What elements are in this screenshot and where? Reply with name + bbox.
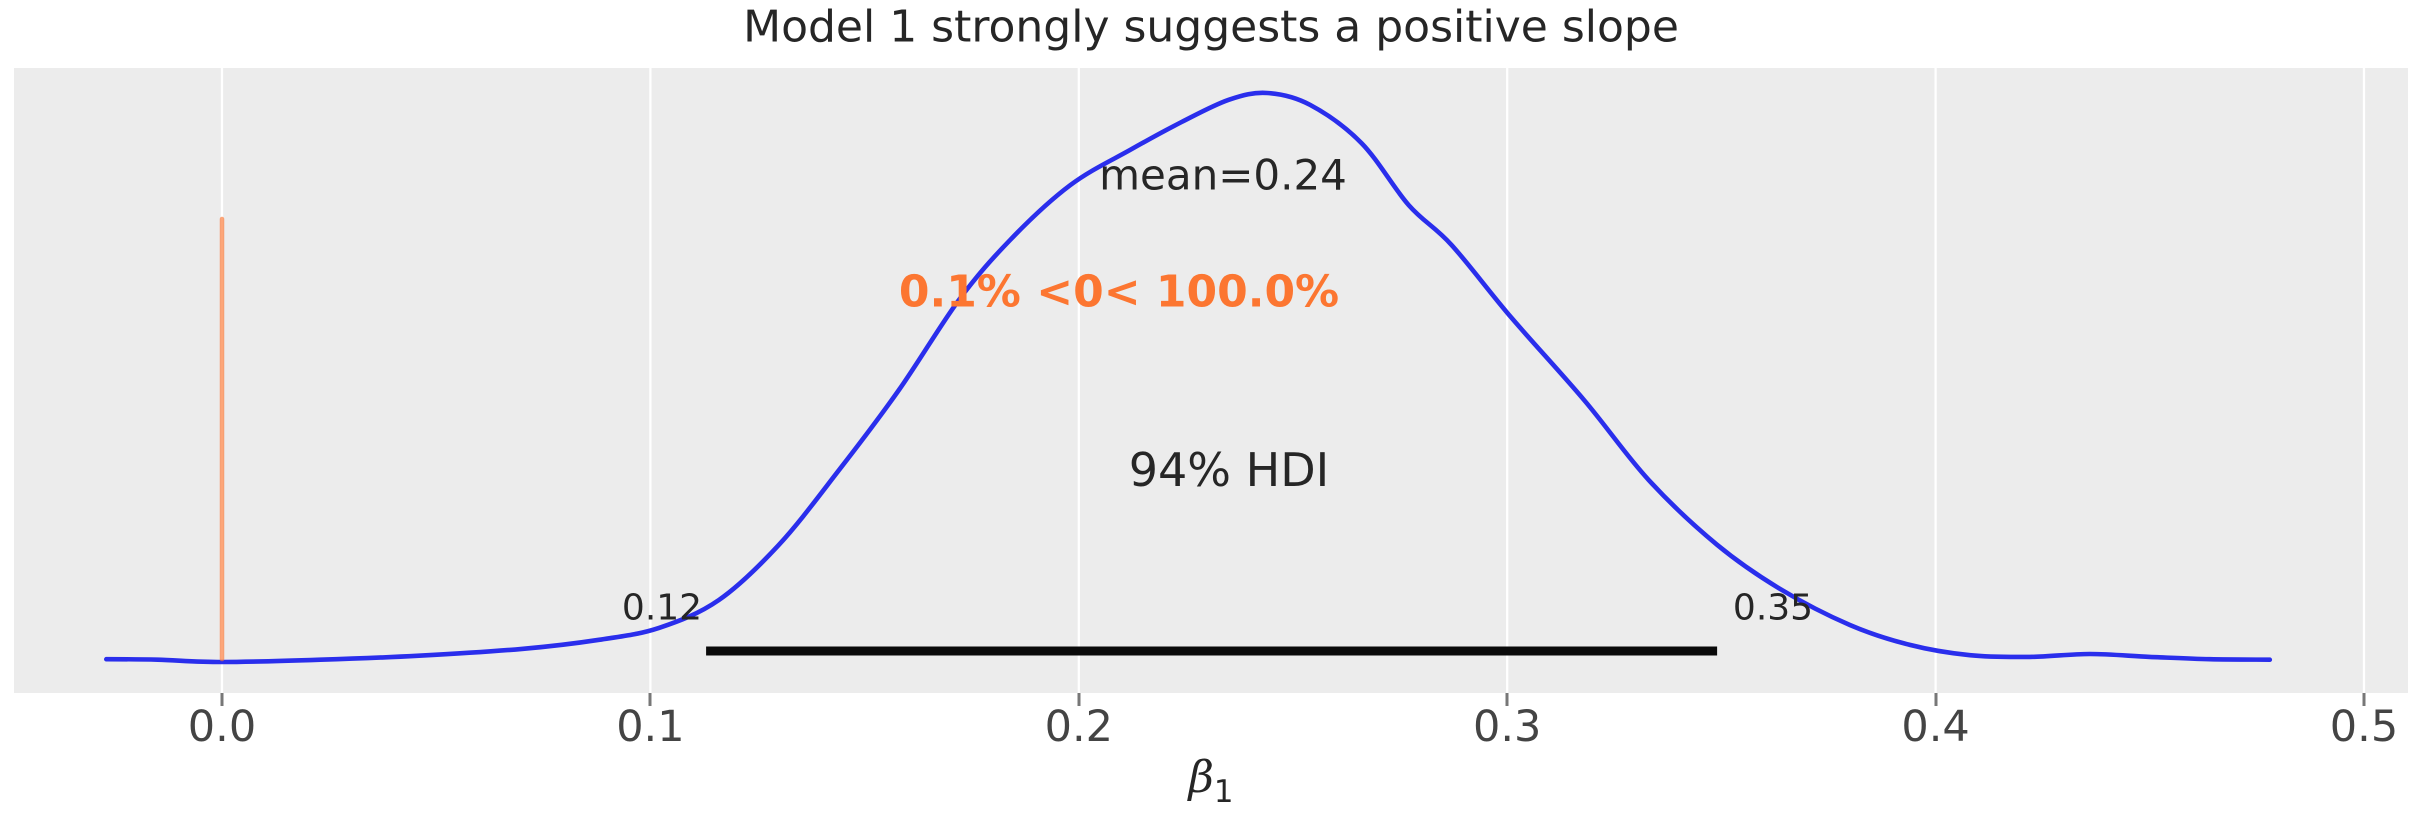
x-tick-label: 0.2 bbox=[1044, 702, 1113, 752]
x-tick-label: 0.1 bbox=[616, 702, 685, 752]
ref-val-percent-annotation: 0.1% <0< 100.0% bbox=[898, 266, 1340, 318]
kde-plot-canvas bbox=[104, 68, 2366, 693]
plot-area bbox=[14, 68, 2408, 693]
x-axis-label: β1 bbox=[1188, 752, 1233, 810]
x-tick-mark bbox=[1934, 693, 1938, 706]
x-tick-mark bbox=[1505, 693, 1509, 706]
x-tick-mark bbox=[1077, 693, 1081, 706]
x-tick-label: 0.3 bbox=[1472, 702, 1542, 752]
figure-title: Model 1 strongly suggests a positive slo… bbox=[743, 1, 1679, 53]
x-tick-label: 0.4 bbox=[1901, 702, 1970, 752]
beta-subscript: 1 bbox=[1213, 773, 1234, 810]
x-tick-label: 0.0 bbox=[187, 702, 257, 752]
hdi-probability-label: 94% HDI bbox=[1128, 443, 1330, 497]
x-tick-mark bbox=[648, 693, 652, 706]
x-tick-label: 0.5 bbox=[2329, 702, 2399, 752]
kde-density-curve bbox=[104, 90, 2273, 665]
mean-annotation: mean=0.24 bbox=[1099, 150, 1347, 200]
x-tick-mark bbox=[220, 693, 224, 706]
hdi-upper-bound-label: 0.35 bbox=[1732, 587, 1814, 629]
hdi-lower-bound-label: 0.12 bbox=[621, 587, 703, 629]
x-tick-mark bbox=[2362, 693, 2366, 706]
beta-symbol: β bbox=[1188, 752, 1214, 804]
